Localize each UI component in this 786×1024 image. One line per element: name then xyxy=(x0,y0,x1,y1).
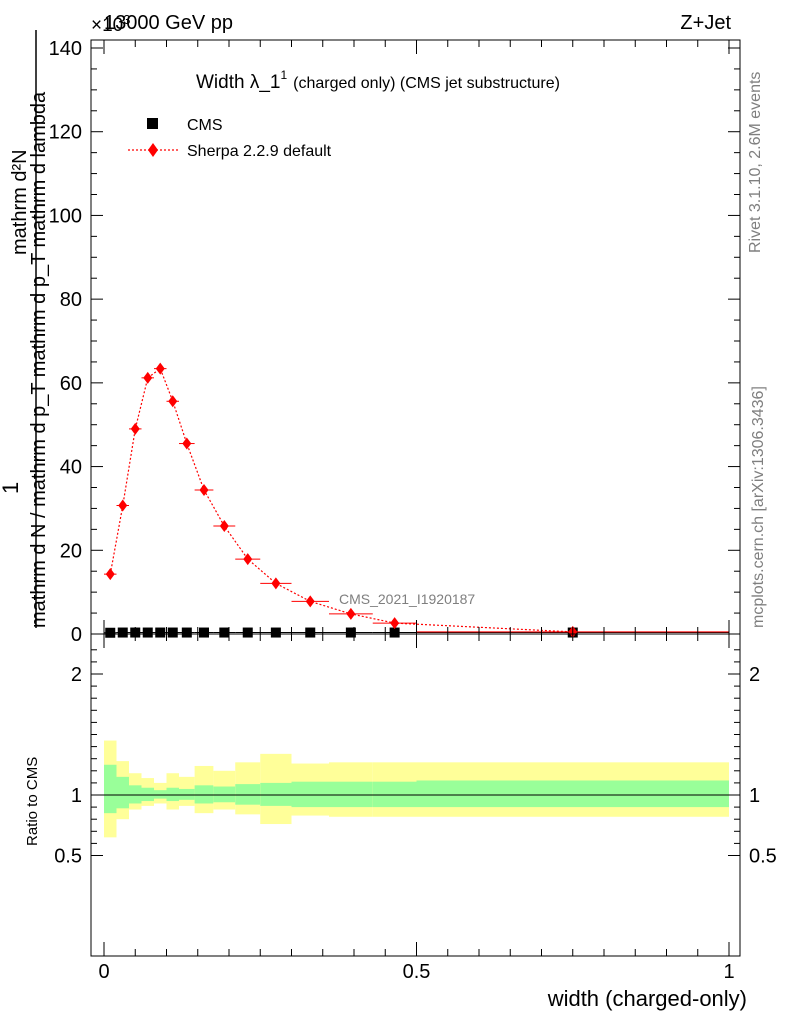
x-tick-label: 0.5 xyxy=(403,961,431,983)
ratio-inner-band-bin xyxy=(213,786,236,803)
sherpa-data-point xyxy=(219,520,229,533)
ratio-inner-band-bin xyxy=(235,784,261,805)
sherpa-data-point xyxy=(130,422,140,435)
sherpa-data-point xyxy=(390,617,400,630)
cms-data-point xyxy=(270,627,281,638)
analysis-label: CMS_2021_I1920187 xyxy=(339,591,475,607)
ratio-inner-band-bin xyxy=(260,782,292,806)
main-y-axis-ticks: 0 20 40 60 80 100 120 140 xyxy=(49,38,740,646)
cms-data-point xyxy=(389,627,400,638)
x-tick-label: 0 xyxy=(98,961,109,983)
ratio-inner-band-bin xyxy=(104,764,117,814)
main-y-tick-label: 0 xyxy=(71,624,82,646)
mcplots-label: mcplots.cern.ch [arXiv:1306.3436] xyxy=(750,386,767,628)
cms-data-point xyxy=(199,627,209,638)
ratio-y-tick-label: 1 xyxy=(71,785,82,807)
cms-data-point xyxy=(117,627,128,638)
ratio-inner-band-bin xyxy=(372,781,417,808)
legend-cms-label: CMS xyxy=(187,117,223,134)
ratio-y-tick-label-right: 1 xyxy=(749,785,760,807)
legend: CMS Sherpa 2.2.9 default xyxy=(128,117,332,160)
cms-data-point xyxy=(305,627,316,638)
cms-data-point xyxy=(155,627,166,638)
ratio-inner-band-bin xyxy=(141,787,154,802)
ratio-y-tick-label: 2 xyxy=(71,664,82,686)
x-axis-label: width (charged-only) xyxy=(547,986,747,1011)
main-y-tick-label: 120 xyxy=(49,122,82,144)
sherpa-data-point xyxy=(143,371,153,384)
sherpa-data-point xyxy=(105,568,115,581)
ratio-inner-band-bin xyxy=(116,776,129,809)
main-y-tick-label: 40 xyxy=(60,457,82,479)
legend-cms-marker xyxy=(147,118,158,129)
ratio-y-tick-label-right: 2 xyxy=(749,664,760,686)
ratio-inner-band-bin xyxy=(291,781,329,808)
main-y-axis-label: mathrm d²N 1 mathrm d N / mathrm d p_T m… xyxy=(0,91,50,628)
cms-data-point xyxy=(242,627,253,638)
ratio-y-axis-label: Ratio to CMS xyxy=(24,757,41,846)
ratio-uncertainty-bands xyxy=(104,740,729,838)
ratio-inner-band-bin xyxy=(179,788,195,800)
cms-data-point xyxy=(181,627,192,638)
cms-data-point xyxy=(167,627,178,638)
rivet-version-label: Rivet 3.1.10, 2.6M events xyxy=(747,72,764,253)
ratio-inner-band-bin xyxy=(166,787,179,802)
main-y-tick-label: 60 xyxy=(60,373,82,395)
ratio-y-tick-label: 0.5 xyxy=(54,846,82,868)
ratio-inner-band-bin xyxy=(154,790,167,799)
ratio-inner-band-bin xyxy=(416,780,729,808)
sherpa-data-point xyxy=(305,595,315,608)
sherpa-data-point xyxy=(168,395,178,408)
cms-data-point xyxy=(142,627,153,638)
x-tick-label: 1 xyxy=(723,961,734,983)
sherpa-data-point xyxy=(199,484,209,497)
sherpa-data-point xyxy=(118,499,128,512)
sherpa-data-point xyxy=(271,577,281,590)
main-y-tick-label: 140 xyxy=(49,38,82,60)
legend-sherpa-label: Sherpa 2.2.9 default xyxy=(187,143,332,160)
ylabel-denominator: mathrm d N / mathrm d p_T mathrm d p_T m… xyxy=(28,91,50,628)
ratio-y-tick-label-right: 0.5 xyxy=(749,846,777,868)
sherpa-data-point xyxy=(182,437,192,450)
cms-data-point xyxy=(219,627,230,638)
plot-title: Width λ_11 (charged only) (CMS jet substr… xyxy=(196,68,560,93)
ylabel-numerator: mathrm d²N xyxy=(9,149,31,255)
cms-data-point xyxy=(105,627,116,638)
sherpa-data-point xyxy=(155,362,165,375)
ylabel-one: 1 xyxy=(0,482,23,494)
legend-sherpa-marker xyxy=(148,143,158,157)
main-y-tick-label: 100 xyxy=(49,205,82,227)
ratio-inner-band-bin xyxy=(129,785,142,804)
process-label: Z+Jet xyxy=(680,12,731,34)
main-y-tick-label: 20 xyxy=(60,540,82,562)
sherpa-data-point xyxy=(346,607,356,620)
main-y-tick-label: 80 xyxy=(60,289,82,311)
exponent-label: ×103 xyxy=(91,12,130,36)
sherpa-data-point xyxy=(243,553,253,566)
x-axis-ticks: 0 0.5 1 xyxy=(98,40,735,983)
ratio-y-axis-ticks: 0.5 0.5 1 1 2 2 xyxy=(54,649,777,868)
ratio-inner-band-bin xyxy=(329,781,373,808)
energy-label: 13000 GeV pp xyxy=(104,12,233,34)
ratio-inner-band-bin xyxy=(194,785,214,804)
cms-data-point xyxy=(345,627,356,638)
